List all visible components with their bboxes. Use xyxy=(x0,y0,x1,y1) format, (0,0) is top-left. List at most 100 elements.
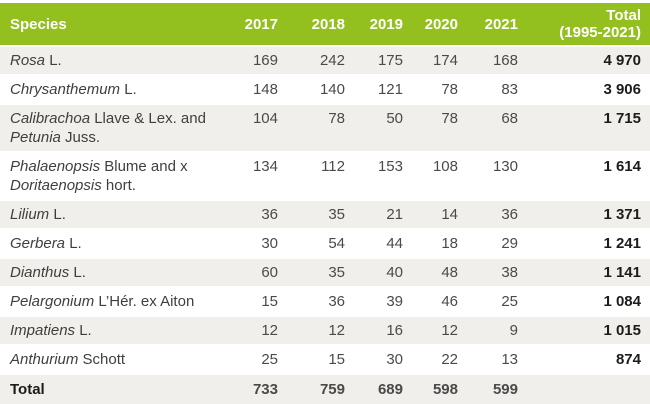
total-row-year-value: 733 xyxy=(235,373,278,404)
year-value: 108 xyxy=(403,152,458,201)
row-total-value: 3 906 xyxy=(518,75,650,105)
year-value: 36 xyxy=(278,287,345,317)
col-header-total-line2: (1995-2021) xyxy=(559,24,641,41)
year-value: 15 xyxy=(235,287,278,317)
total-row-label: Total xyxy=(0,373,235,404)
species-genus: Impatiens xyxy=(10,322,76,339)
year-value: 169 xyxy=(235,46,278,76)
table-row: Dianthus L. 60 35 40 48 38 1 141 xyxy=(0,258,650,288)
total-row-year-value: 689 xyxy=(345,373,403,404)
year-value: 22 xyxy=(403,345,458,375)
table-row: Chrysanthemum L. 148 140 121 78 83 3 906 xyxy=(0,75,650,105)
species-author: L. xyxy=(120,81,137,98)
row-total-value: 4 970 xyxy=(518,46,650,76)
table-row: Phalaenopsis Blume and x Doritaenopsis ho… xyxy=(0,152,650,201)
species-author: Juss. xyxy=(60,129,101,146)
year-value: 112 xyxy=(278,152,345,201)
species-author: Llave & Lex. and xyxy=(90,110,206,127)
species-name: Chrysanthemum L. xyxy=(0,75,235,105)
table-body: Rosa L. 169 242 175 174 168 4 970 Chrysanthemum… xyxy=(0,46,650,375)
col-header-year-2018: 2018 xyxy=(278,3,345,47)
species-author: L. xyxy=(49,206,66,223)
total-row-grand-total xyxy=(518,373,650,404)
year-value: 60 xyxy=(235,258,278,288)
year-value: 50 xyxy=(345,104,403,153)
year-value: 134 xyxy=(235,152,278,201)
species-author: L. xyxy=(65,235,82,252)
total-row: Total 733 759 689 598 599 xyxy=(0,373,650,404)
col-header-year-2020: 2020 xyxy=(403,3,458,47)
row-total-value: 1 715 xyxy=(518,104,650,153)
year-value: 9 xyxy=(458,316,518,346)
year-value: 21 xyxy=(345,200,403,230)
row-total-value: 874 xyxy=(518,345,650,375)
row-total-value: 1 084 xyxy=(518,287,650,317)
species-genus: Rosa xyxy=(10,52,46,69)
total-row-year-value: 759 xyxy=(278,373,345,404)
col-header-species: Species xyxy=(0,3,235,47)
year-value: 38 xyxy=(458,258,518,288)
year-value: 78 xyxy=(403,104,458,153)
species-name: Pelargonium L’Hér. ex Aiton xyxy=(0,287,235,317)
total-row-year-value: 599 xyxy=(458,373,518,404)
year-value: 29 xyxy=(458,229,518,259)
table-row: Gerbera L. 30 54 44 18 29 1 241 xyxy=(0,229,650,259)
species-author: L. xyxy=(75,322,92,339)
year-value: 16 xyxy=(345,316,403,346)
col-header-total-line1: Total xyxy=(606,7,641,24)
year-value: 174 xyxy=(403,46,458,76)
year-value: 153 xyxy=(345,152,403,201)
year-value: 175 xyxy=(345,46,403,76)
table-row: Pelargonium L’Hér. ex Aiton 15 36 39 46 25 1 0… xyxy=(0,287,650,317)
species-genus: Calibrachoa xyxy=(10,110,91,127)
year-value: 68 xyxy=(458,104,518,153)
species-table: Species 2017 2018 2019 2020 2021 Total (1995-2… xyxy=(0,3,650,404)
col-header-total: Total (1995-2021) xyxy=(518,3,650,47)
year-value: 121 xyxy=(345,75,403,105)
species-author: L. xyxy=(45,52,62,69)
col-header-year-2021: 2021 xyxy=(458,3,518,47)
col-header-year-2017: 2017 xyxy=(235,3,278,47)
table-row: Anthurium Schott 25 15 30 22 13 874 xyxy=(0,345,650,375)
year-value: 78 xyxy=(403,75,458,105)
year-value: 140 xyxy=(278,75,345,105)
year-value: 35 xyxy=(278,200,345,230)
row-total-value: 1 015 xyxy=(518,316,650,346)
table-row: Lilium L. 36 35 21 14 36 1 371 xyxy=(0,200,650,230)
row-total-value: 1 614 xyxy=(518,152,650,201)
year-value: 46 xyxy=(403,287,458,317)
species-name: Lilium L. xyxy=(0,200,235,230)
species-name: Rosa L. xyxy=(0,46,235,76)
species-genus: Anthurium xyxy=(10,351,79,368)
row-total-value: 1 371 xyxy=(518,200,650,230)
species-name: Anthurium Schott xyxy=(0,345,235,375)
row-total-value: 1 241 xyxy=(518,229,650,259)
species-genus: Gerbera xyxy=(10,235,66,252)
year-value: 35 xyxy=(278,258,345,288)
year-value: 130 xyxy=(458,152,518,201)
species-genus: Dianthus xyxy=(10,264,70,281)
year-value: 48 xyxy=(403,258,458,288)
year-value: 14 xyxy=(403,200,458,230)
year-value: 36 xyxy=(458,200,518,230)
species-name: Impatiens L. xyxy=(0,316,235,346)
year-value: 148 xyxy=(235,75,278,105)
species-author: L. xyxy=(69,264,86,281)
species-author: hort. xyxy=(101,177,136,194)
year-value: 36 xyxy=(235,200,278,230)
year-value: 83 xyxy=(458,75,518,105)
species-name: Calibrachoa Llave & Lex. and Petunia Juss… xyxy=(0,104,235,153)
year-value: 13 xyxy=(458,345,518,375)
year-value: 78 xyxy=(278,104,345,153)
species-genus: Lilium xyxy=(10,206,50,223)
year-value: 168 xyxy=(458,46,518,76)
year-value: 12 xyxy=(235,316,278,346)
species-genus: Chrysanthemum xyxy=(10,81,121,98)
species-name: Dianthus L. xyxy=(0,258,235,288)
year-value: 25 xyxy=(458,287,518,317)
table-row: Calibrachoa Llave & Lex. and Petunia Juss… xyxy=(0,104,650,153)
species-genus: Petunia xyxy=(10,129,61,146)
species-genus: Pelargonium xyxy=(10,293,95,310)
header-row: Species 2017 2018 2019 2020 2021 Total (1995-2… xyxy=(0,3,650,47)
